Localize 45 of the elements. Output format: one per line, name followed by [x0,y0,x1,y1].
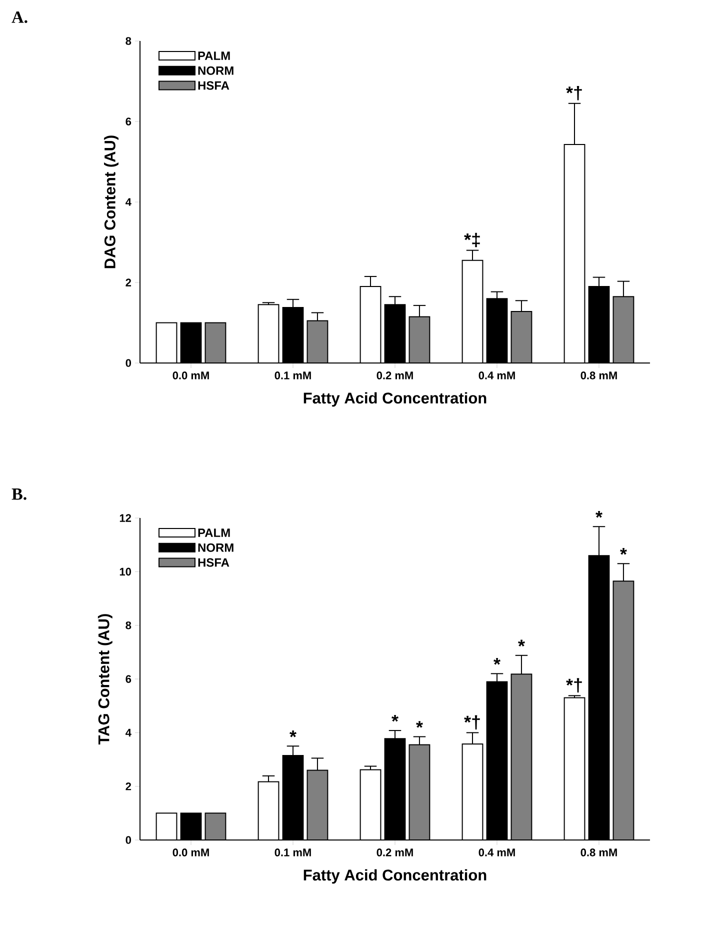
x-tick-label: 0.4 mM [478,372,515,380]
data-label: * [416,721,423,728]
x-tick-label: 0.0 mM [172,848,209,856]
x-tick-label: 0.2 mM [376,372,413,380]
y-tick-label: 10 [120,568,132,576]
y-tick-label: 6 [126,118,132,126]
y-tick-label: 8 [126,621,132,630]
y-tick-label: 0 [126,359,132,367]
x-tick-label: 0.8 mM [580,372,617,380]
y-tick-label: 6 [126,675,132,683]
x-axis-title: Fatty Acid Concentration [304,869,486,884]
y-tick-label: 4 [126,728,132,736]
y-tick-label: 8 [126,37,132,45]
legend-label: NORM [198,66,234,75]
chart-title: B. [12,488,26,500]
y-tick-label: 4 [126,198,132,206]
chart-title: A. [12,12,28,23]
legend-label: HSFA [198,81,230,90]
legend-label: PALM [198,52,230,60]
x-tick-label: 0.1 mM [274,372,311,380]
x-tick-label: 0.8 mM [580,848,617,856]
x-axis-title: Fatty Acid Concentration [304,392,486,407]
data-label: * [290,730,296,738]
x-tick-label: 0.1 mM [274,848,311,856]
legend-label: HSFA [198,558,230,567]
y-tick-label: 2 [126,782,132,790]
legend-label: PALM [198,528,230,537]
y-tick-label: 12 [120,514,132,522]
data-label: *† [566,86,582,100]
x-tick-label: 0.0 mM [172,372,209,380]
data-label: *† [464,715,480,730]
data-label: *‡ [464,232,480,248]
data-label: * [596,511,602,518]
data-label: * [494,658,500,665]
y-axis-title: DAG Content (AU) [104,136,118,268]
data-label: * [518,640,525,647]
data-label: * [392,714,398,722]
y-tick-label: 2 [126,278,132,286]
y-tick-label: 0 [126,836,132,844]
data-label: * [620,548,627,555]
x-tick-label: 0.2 mM [376,848,413,856]
y-axis-title: TAG Content (AU) [98,614,112,745]
legend-label: NORM [198,543,234,552]
x-tick-label: 0.4 mM [478,848,515,856]
data-label: *† [566,678,582,692]
